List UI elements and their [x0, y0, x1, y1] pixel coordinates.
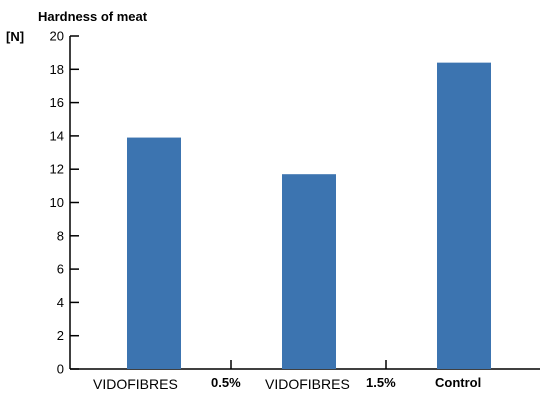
y-tick-label: 16 — [50, 95, 64, 110]
x-tick-label: VIDOFIBRES — [93, 376, 178, 392]
bar — [437, 62, 491, 369]
bars — [127, 62, 491, 369]
y-ticks: 0 2 4 6 8 10 12 14 16 18 20 — [50, 29, 79, 377]
y-tick-label: 4 — [57, 295, 64, 310]
x-tick-label: VIDOFIBRES — [265, 376, 350, 392]
y-tick-label: 14 — [50, 128, 64, 143]
y-tick-label: 2 — [57, 328, 64, 343]
bar — [127, 137, 181, 369]
x-tick-label-suffix: Control — [435, 375, 481, 390]
y-tick-label: 6 — [57, 262, 64, 277]
y-tick-label: 12 — [50, 162, 64, 177]
y-tick-label: 10 — [50, 195, 64, 210]
chart-title: Hardness of meat — [38, 9, 148, 24]
y-tick-label: 20 — [50, 29, 64, 44]
bar — [282, 174, 336, 369]
x-labels: VIDOFIBRES 0.5% VIDOFIBRES 1.5% Control — [93, 375, 481, 392]
y-tick-label: 8 — [57, 228, 64, 243]
x-tick-label-suffix: 1.5% — [366, 375, 396, 390]
y-tick-label: 0 — [57, 362, 64, 377]
x-tick-label-suffix: 0.5% — [211, 375, 241, 390]
y-axis-unit: [N] — [6, 29, 24, 44]
y-tick-label: 18 — [50, 62, 64, 77]
